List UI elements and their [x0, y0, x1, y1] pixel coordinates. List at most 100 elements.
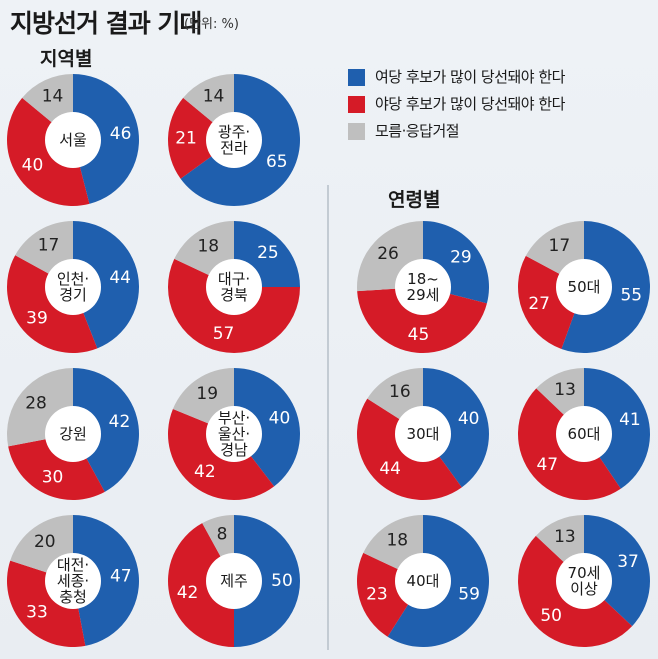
donut-chart: 65 21 14 광주·전라 [168, 74, 300, 206]
donut-slice-unsure [172, 368, 234, 425]
donut-chart: 29 45 26 18~29세 [357, 221, 489, 353]
group-label: 60대 [568, 425, 601, 443]
donut-center [556, 406, 612, 462]
group-label: 충청 [59, 588, 87, 606]
data-label-opposition: 44 [379, 459, 401, 479]
donut-center [45, 259, 101, 315]
data-label-ruling: 47 [110, 566, 132, 586]
donut-slice-unsure [535, 515, 584, 564]
donut-slice-ruling [584, 368, 650, 489]
donut-slice-opposition [167, 408, 275, 501]
donut-chart: 41 47 13 60대 [518, 368, 650, 500]
data-label-unsure: 8 [217, 525, 228, 545]
donut-slice-opposition [6, 560, 86, 647]
group-label: 18~ [407, 270, 439, 288]
donut-slice-ruling [180, 74, 300, 206]
data-label-opposition: 33 [26, 603, 48, 623]
donut-slice-ruling [234, 368, 300, 487]
data-label-opposition: 39 [26, 309, 48, 329]
donut-slice-ruling [423, 221, 489, 304]
data-label-ruling: 41 [619, 410, 641, 430]
group-label: 광주· [218, 123, 250, 141]
data-label-unsure: 14 [42, 87, 64, 107]
donut-slice-ruling [73, 368, 139, 492]
group-label: 울산· [218, 425, 250, 443]
donut-slice-opposition [357, 288, 487, 353]
donut-center [556, 259, 612, 315]
group-label: 경기 [59, 286, 87, 304]
donut-slice-ruling [584, 515, 650, 627]
donut-chart: 55 27 17 50대 [518, 221, 650, 353]
donut-slice-unsure [363, 515, 423, 570]
donut-chart: 40 44 16 30대 [357, 368, 489, 501]
donut-slice-opposition [357, 398, 462, 501]
donut-center [206, 259, 262, 315]
data-label-unsure: 17 [549, 236, 571, 256]
data-label-unsure: 14 [203, 87, 225, 107]
donut-slice-opposition [518, 255, 576, 350]
data-label-ruling: 37 [617, 552, 639, 572]
donut-slice-opposition [168, 97, 214, 179]
data-label-unsure: 28 [25, 393, 47, 413]
group-label: 40대 [407, 572, 440, 590]
data-label-ruling: 44 [109, 268, 131, 288]
donut-slice-unsure [22, 74, 73, 124]
donut-slice-unsure [174, 221, 234, 276]
data-label-opposition: 42 [177, 583, 199, 603]
donut-slice-ruling [387, 515, 489, 648]
data-label-unsure: 18 [386, 530, 408, 550]
data-label-unsure: 13 [554, 527, 576, 547]
legend-swatch-opposition [348, 96, 365, 113]
donut-chart: 25 57 18 대구·경북 [167, 221, 300, 354]
donut-center [395, 259, 451, 315]
donut-chart: 44 39 17 인천·경기 [7, 221, 139, 353]
section-region-title: 지역별 [40, 48, 93, 70]
chart-title: 지방선거 결과 기대 [10, 9, 202, 38]
group-label: 70세 [568, 564, 601, 582]
group-label: 대구· [218, 270, 250, 288]
legend-label-opposition: 야당 후보가 많이 당선돼야 한다 [375, 95, 565, 113]
group-label: 제주 [220, 572, 248, 590]
data-label-unsure: 17 [38, 236, 60, 256]
donut-chart: 59 23 18 40대 [357, 515, 489, 648]
donut-slice-ruling [73, 221, 139, 349]
data-label-unsure: 13 [554, 380, 576, 400]
data-label-unsure: 19 [196, 384, 218, 404]
data-label-unsure: 20 [34, 532, 56, 552]
data-label-ruling: 65 [266, 152, 288, 172]
data-label-ruling: 42 [109, 412, 131, 432]
legend-label-unsure: 모름·응답거절 [375, 122, 460, 140]
data-label-opposition: 50 [540, 606, 562, 626]
data-label-opposition: 23 [366, 584, 388, 604]
donut-slice-ruling [423, 368, 489, 488]
group-label: 경남 [220, 441, 248, 459]
group-label: 29세 [407, 286, 440, 304]
data-label-opposition: 57 [213, 324, 235, 344]
donut-center [206, 406, 262, 462]
group-label: 인천· [57, 270, 89, 288]
data-label-ruling: 29 [450, 248, 472, 268]
data-label-ruling: 59 [458, 584, 480, 604]
group-label: 세종· [57, 572, 89, 590]
group-label: 경북 [220, 286, 248, 304]
data-label-opposition: 47 [536, 455, 558, 475]
group-label: 강원 [59, 425, 87, 443]
donut-center [395, 553, 451, 609]
legend-swatch-ruling [348, 69, 365, 86]
data-label-ruling: 25 [257, 243, 279, 263]
donut-center [206, 553, 262, 609]
section-age-title: 연령별 [388, 189, 441, 211]
donut-slice-ruling [73, 515, 139, 646]
donut-slice-unsure [536, 368, 584, 417]
legend-label-ruling: 여당 후보가 많이 당선돼야 한다 [375, 68, 565, 86]
group-label: 30대 [407, 425, 440, 443]
data-label-opposition: 30 [42, 467, 64, 487]
group-label: 부산· [218, 409, 250, 427]
donut-chart: 42 30 28 강원 [7, 368, 139, 500]
donut-center [206, 112, 262, 168]
group-label: 서울 [59, 131, 87, 149]
legend-swatch-unsure [348, 123, 365, 140]
group-label: 이상 [570, 580, 598, 598]
donut-chart: 50 42 8 제주 [167, 515, 300, 647]
